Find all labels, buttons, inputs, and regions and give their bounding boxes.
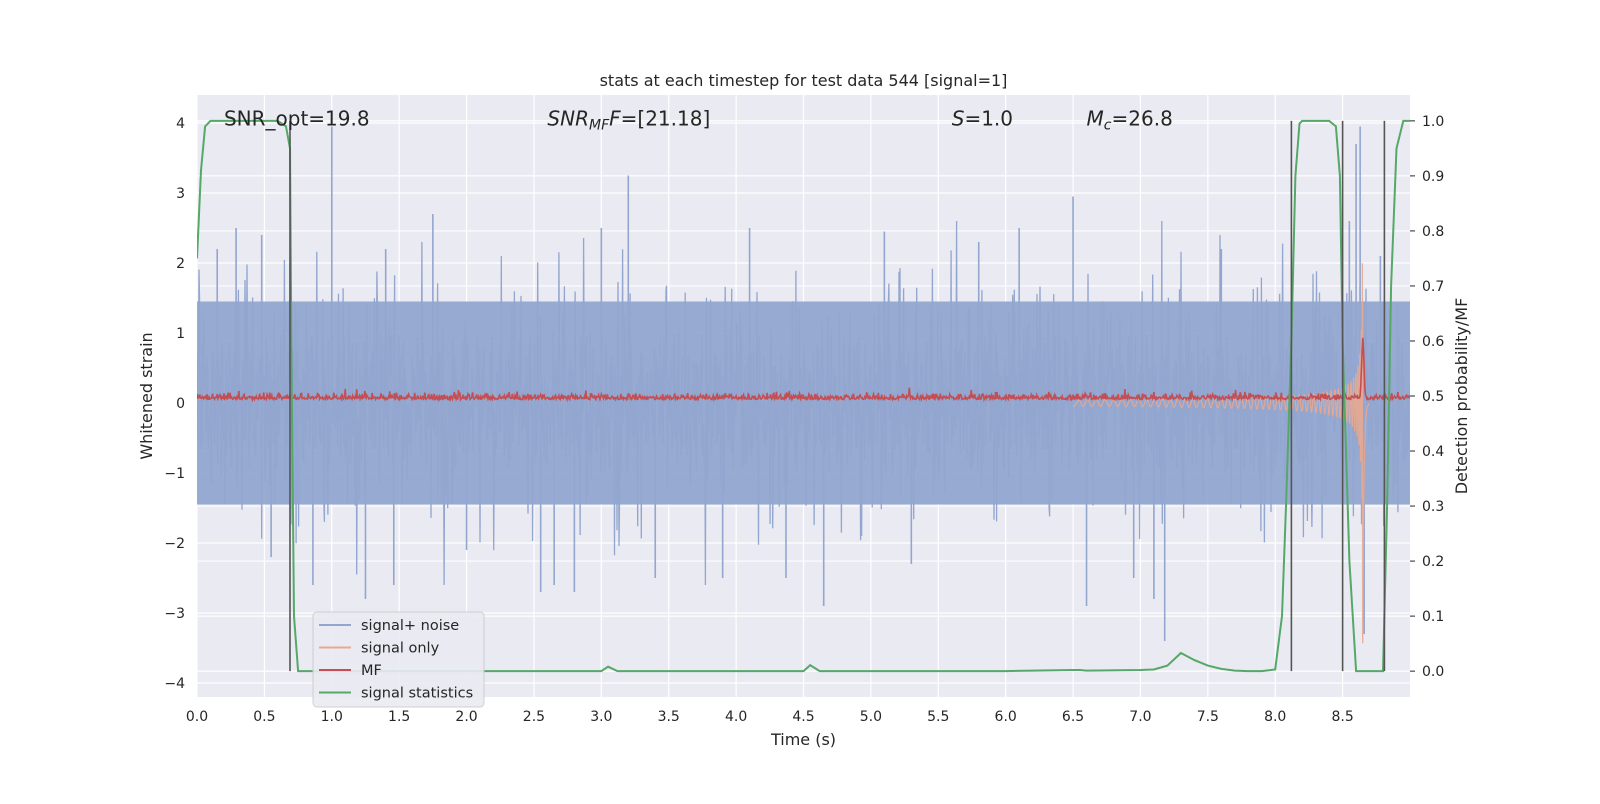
annotation-subscript: c [1104,118,1112,134]
y2-tick-label: 0.7 [1422,279,1444,295]
annotation-text: SNR_opt=19.8 [224,107,370,131]
annotation-main: SNR [547,107,589,131]
y2-tick-label: 0.3 [1422,499,1444,515]
chart-title: stats at each timestep for test data 544… [600,71,1008,90]
y2-tick-label: 0.1 [1422,609,1444,625]
y2-tick-label: 0.6 [1422,334,1444,350]
annotation-suffix-italic: F [609,107,621,131]
x-tick-label: 4.5 [792,709,814,725]
x-tick-label: 0.5 [253,709,275,725]
x-tick-label: 8.5 [1331,709,1353,725]
annotation-suffix: =1.0 [964,107,1013,131]
annotation-suffix-rest: =[21.18] [621,107,711,131]
y-tick-label: −1 [164,466,185,482]
vertical-markers [289,120,1386,672]
y2-tick-label: 0.4 [1422,444,1444,460]
legend: signal+ noise signal only MF signal statist… [312,611,485,708]
y2-tick-label: 0.9 [1422,169,1444,185]
x-tick-label: 3.5 [658,709,680,725]
x-tick-label: 6.5 [1062,709,1084,725]
y2-tick-label: 0.5 [1422,389,1444,405]
y2-axis-label: Detection probability/MF [1452,298,1471,495]
y-tick-label: 1 [176,326,185,342]
annotations: SNR_opt=19.8 SNRMFF=[21.18] S=1.0 Mc=26.8 [224,107,1173,134]
annotation-suffix: F=[21.18] [609,107,710,131]
y-axis-label: Whitened strain [137,332,156,459]
y2-tick-label: 0.0 [1422,664,1444,680]
x-tick-label: 7.0 [1129,709,1151,725]
annotation-main: SNR_opt=19.8 [224,107,370,131]
y2-tick-label: 0.2 [1422,554,1444,570]
series-line-signal-noise [197,220,1410,586]
x-axis-label: Time (s) [770,730,836,749]
x-tick-label: 2.0 [455,709,477,725]
series-line-mf [197,337,1410,403]
y-tick-label: 2 [176,256,185,272]
x-tick-label: 5.5 [927,709,949,725]
legend-box [312,611,485,708]
tick-labels: 0.0 0.5 1.0 1.5 2.0 2.5 3.0 3.5 4.0 4.5 5.0 5.5 6.0 6… [164,114,1444,725]
y2-tick-label: 1.0 [1422,114,1444,130]
x-tick-label: 8.0 [1264,709,1286,725]
x-tick-label: 6.0 [995,709,1017,725]
y-tick-label: 0 [176,396,185,412]
annotation-main: S [952,107,965,131]
x-tick-label: 7.5 [1197,709,1219,725]
y-tick-label: −4 [164,676,185,692]
y2-tick-label: 0.8 [1422,224,1444,240]
x-tick-label: 3.0 [590,709,612,725]
legend-label: MF [361,663,382,679]
annotation-text: Mc=26.8 [1087,107,1173,134]
y-tick-label: 4 [176,116,185,132]
y-tick-label: −2 [164,536,185,552]
x-tick-label: 4.0 [725,709,747,725]
y-tick-label: −3 [164,606,185,622]
annotation-text: SNRMFF=[21.18] [547,107,710,134]
legend-label: signal only [361,641,440,657]
x-tick-label: 2.5 [523,709,545,725]
x-tick-label: 0.0 [186,709,208,725]
x-tick-label: 5.0 [860,709,882,725]
legend-label: signal statistics [361,686,473,702]
legend-label: signal+ noise [361,618,459,634]
annotation-main: M [1087,107,1104,131]
annotation-text: S=1.0 [952,107,1013,131]
x-tick-label: 1.0 [321,709,343,725]
annotation-suffix: =26.8 [1112,107,1173,131]
y-tick-label: 3 [176,186,185,202]
x-tick-label: 1.5 [388,709,410,725]
annotation-subscript: MF [589,118,610,134]
